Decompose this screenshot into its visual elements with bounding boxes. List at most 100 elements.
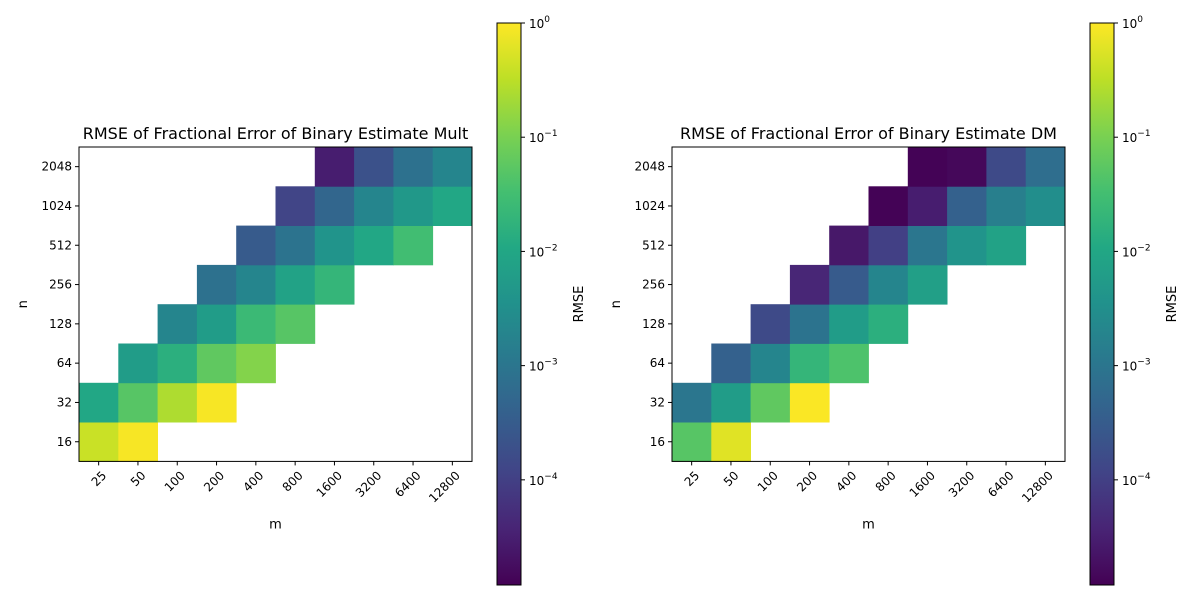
heatmap-cell: [868, 264, 909, 305]
heatmap-cell: [432, 147, 473, 187]
chart-title: RMSE of Fractional Error of Binary Estim…: [83, 124, 469, 143]
y-tick-label: 128: [49, 317, 72, 331]
colorbar-tick-label: 10−3: [1122, 358, 1151, 374]
y-tick-label: 256: [642, 278, 665, 292]
heatmap-cell: [672, 422, 712, 462]
x-tick-label: 6400: [985, 468, 1016, 499]
colorbar-tick-label: 10−2: [529, 243, 558, 259]
x-tick-label: 1600: [907, 468, 938, 499]
colorbar: [1089, 22, 1115, 586]
heatmap-cell: [750, 382, 791, 423]
heatmap-cell: [868, 225, 909, 266]
heatmap-cell: [275, 186, 316, 226]
heatmap-cell: [1025, 186, 1066, 226]
x-tick-label: 800: [873, 468, 899, 494]
heatmap-cell: [314, 186, 355, 226]
heatmap-cell: [711, 382, 751, 423]
y-tick-label: 64: [57, 356, 72, 370]
heatmap-cell: [750, 304, 791, 344]
heatmap-cell: [789, 264, 830, 305]
colorbar-tick-label: 10−2: [1122, 243, 1151, 259]
x-tick-label: 3200: [353, 468, 384, 499]
x-tick-label: 12800: [426, 468, 463, 505]
heatmap-cell: [829, 225, 869, 266]
heatmap-cell: [157, 343, 198, 384]
heatmap-cell: [236, 304, 276, 344]
heatmap-cell: [432, 186, 473, 226]
heatmap-cell: [947, 225, 987, 266]
heatmap-cell: [986, 225, 1027, 266]
heatmap-cell: [275, 264, 316, 305]
y-tick-label: 1024: [41, 199, 72, 213]
y-tick-label: 128: [642, 317, 665, 331]
heatmap-cell: [907, 147, 948, 187]
heatmap-cell: [79, 382, 119, 423]
heatmap-cell: [196, 382, 237, 423]
heatmap-cell: [236, 225, 276, 266]
heatmap-cell: [672, 382, 712, 423]
heatmap-cell: [829, 343, 869, 384]
x-tick-label: 400: [833, 468, 859, 494]
x-axis-label: m: [862, 517, 875, 532]
x-tick-label: 25: [89, 468, 110, 489]
chart-title: RMSE of Fractional Error of Binary Estim…: [680, 124, 1057, 143]
x-tick-label: 3200: [946, 468, 977, 499]
heatmap-cell: [393, 186, 434, 226]
y-axis-label: n: [16, 300, 31, 308]
y-tick-label: 2048: [41, 160, 72, 174]
y-tick-label: 256: [49, 278, 72, 292]
heatmap-cell: [868, 304, 909, 344]
axes-frame: [78, 146, 473, 462]
y-axis-label: n: [609, 300, 624, 308]
x-tick-label: 800: [280, 468, 306, 494]
heatmap-cell: [750, 343, 791, 384]
heatmap-cell: [789, 304, 830, 344]
x-tick-label: 25: [682, 468, 703, 489]
heatmap-cell: [789, 382, 830, 423]
y-tick-label: 512: [49, 238, 72, 252]
heatmap-cell: [711, 422, 751, 462]
y-tick-label: 32: [57, 395, 72, 409]
colorbar-tick-label: 100: [529, 15, 550, 31]
colorbar: [496, 22, 522, 586]
y-tick-label: 2048: [634, 160, 665, 174]
heatmap-cell: [275, 225, 316, 266]
heatmap-cell: [789, 343, 830, 384]
axes-frame: [671, 146, 1066, 462]
heatmap-cell: [907, 264, 948, 305]
heatmap-cell: [157, 382, 198, 423]
heatmap-cell: [1025, 147, 1066, 187]
heatmap-cell: [275, 304, 316, 344]
colorbar-tick-label: 10−3: [529, 358, 558, 374]
heatmap-cell: [868, 186, 909, 226]
heatmap-cell: [829, 264, 869, 305]
heatmap-cell: [236, 264, 276, 305]
colorbar-label: RMSE: [1165, 286, 1180, 323]
colorbar-tick-label: 10−1: [529, 129, 558, 145]
x-tick-label: 200: [794, 468, 820, 494]
y-tick-label: 512: [642, 238, 665, 252]
colorbar-label: RMSE: [572, 286, 587, 323]
heatmap-cell: [118, 343, 158, 384]
heatmap-cell: [196, 343, 237, 384]
heatmap-cell: [947, 147, 987, 187]
heatmap-cell: [354, 186, 394, 226]
y-tick-label: 64: [650, 356, 665, 370]
heatmap-cell: [947, 186, 987, 226]
y-tick-label: 16: [650, 435, 665, 449]
x-tick-label: 100: [755, 468, 781, 494]
heatmap-cell: [986, 147, 1027, 187]
y-tick-label: 1024: [634, 199, 665, 213]
heatmap-panel-dm: RMSE of Fractional Error of Binary Estim…: [609, 15, 1180, 586]
x-tick-label: 1600: [314, 468, 345, 499]
heatmap-cell: [196, 304, 237, 344]
colorbar-tick-label: 10−4: [1122, 472, 1151, 488]
heatmap-cell: [236, 343, 276, 384]
heatmap-cell: [907, 225, 948, 266]
x-tick-label: 100: [162, 468, 188, 494]
x-tick-label: 6400: [392, 468, 423, 499]
y-tick-label: 16: [57, 435, 72, 449]
x-tick-label: 50: [128, 468, 149, 489]
colorbar-tick-label: 10−4: [529, 472, 558, 488]
